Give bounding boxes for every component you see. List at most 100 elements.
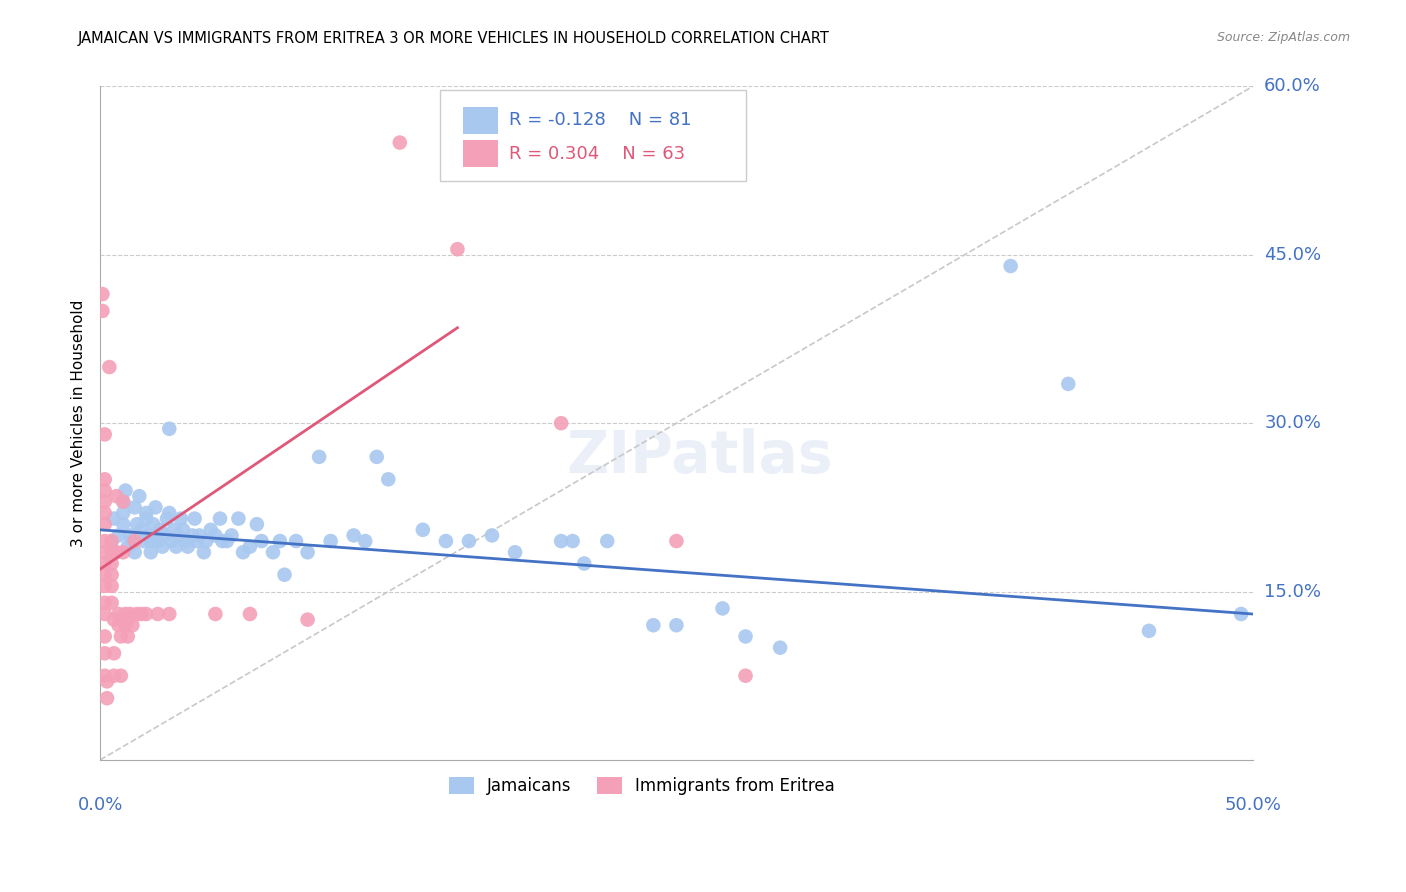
Point — [177, 540, 200, 554]
Text: 0.0%: 0.0% — [77, 796, 122, 814]
Point — [153, 528, 176, 542]
Point — [93, 630, 115, 644]
Point — [107, 528, 129, 542]
Point — [273, 567, 295, 582]
Point — [1000, 259, 1022, 273]
Point — [204, 607, 226, 621]
Point — [458, 534, 481, 549]
Point — [172, 523, 194, 537]
Point — [1230, 607, 1253, 621]
Point — [93, 557, 115, 571]
Point — [96, 674, 118, 689]
Point — [163, 523, 186, 537]
Text: 50.0%: 50.0% — [1225, 796, 1281, 814]
Point — [377, 472, 399, 486]
Point — [297, 613, 319, 627]
Point — [188, 528, 211, 542]
Point — [100, 557, 122, 571]
Point — [93, 545, 115, 559]
Point — [93, 669, 115, 683]
Point — [93, 607, 115, 621]
Point — [132, 534, 155, 549]
Point — [769, 640, 792, 655]
Point — [343, 528, 366, 542]
Point — [93, 483, 115, 498]
Point — [112, 517, 135, 532]
Point — [195, 534, 218, 549]
Point — [183, 511, 205, 525]
Point — [269, 534, 291, 549]
Point — [665, 618, 688, 632]
Point — [103, 669, 125, 683]
Point — [157, 607, 180, 621]
Legend: Jamaicans, Immigrants from Eritrea: Jamaicans, Immigrants from Eritrea — [443, 771, 841, 802]
Point — [139, 545, 162, 559]
Point — [110, 669, 132, 683]
Point — [170, 511, 193, 525]
Point — [107, 607, 129, 621]
Point — [561, 534, 583, 549]
Point — [135, 607, 157, 621]
Point — [165, 540, 187, 554]
Point — [121, 618, 143, 632]
Point — [103, 613, 125, 627]
Point — [120, 528, 142, 542]
Point — [124, 534, 146, 549]
Point — [107, 618, 129, 632]
Point — [100, 545, 122, 559]
Point — [193, 545, 215, 559]
Point — [285, 534, 308, 549]
Point — [114, 607, 136, 621]
Point — [211, 534, 233, 549]
Point — [446, 242, 468, 256]
Point — [262, 545, 284, 559]
Point — [100, 534, 122, 549]
Text: 60.0%: 60.0% — [1264, 78, 1322, 95]
Point — [93, 579, 115, 593]
Point — [146, 607, 169, 621]
Point — [139, 534, 162, 549]
Point — [93, 472, 115, 486]
Point — [100, 579, 122, 593]
Point — [112, 495, 135, 509]
Point — [239, 540, 262, 554]
Point — [112, 545, 135, 559]
Point — [412, 523, 434, 537]
Point — [100, 596, 122, 610]
Point — [181, 528, 204, 542]
Text: ZIPatlas: ZIPatlas — [567, 428, 832, 485]
Text: R = 0.304    N = 63: R = 0.304 N = 63 — [509, 145, 685, 162]
Text: JAMAICAN VS IMMIGRANTS FROM ERITREA 3 OR MORE VEHICLES IN HOUSEHOLD CORRELATION : JAMAICAN VS IMMIGRANTS FROM ERITREA 3 OR… — [77, 31, 830, 46]
Point — [186, 534, 208, 549]
Point — [157, 506, 180, 520]
Point — [308, 450, 330, 464]
Point — [110, 630, 132, 644]
Point — [135, 511, 157, 525]
FancyBboxPatch shape — [463, 107, 498, 134]
Point — [117, 613, 139, 627]
Point — [319, 534, 342, 549]
Point — [142, 517, 165, 532]
Point — [117, 540, 139, 554]
Point — [117, 630, 139, 644]
Point — [550, 416, 572, 430]
Point — [124, 545, 146, 559]
Point — [156, 511, 179, 525]
Point — [93, 495, 115, 509]
Point — [138, 528, 160, 542]
Point — [228, 511, 250, 525]
Point — [98, 360, 121, 375]
Text: Source: ZipAtlas.com: Source: ZipAtlas.com — [1216, 31, 1350, 45]
Point — [114, 483, 136, 498]
Point — [434, 534, 457, 549]
Point — [150, 540, 173, 554]
Point — [112, 506, 135, 520]
Point — [131, 523, 153, 537]
Point — [125, 607, 148, 621]
Point — [1057, 376, 1080, 391]
Text: R = -0.128    N = 81: R = -0.128 N = 81 — [509, 112, 692, 129]
Point — [145, 500, 167, 515]
Point — [103, 511, 125, 525]
Point — [574, 557, 596, 571]
Point — [131, 607, 153, 621]
